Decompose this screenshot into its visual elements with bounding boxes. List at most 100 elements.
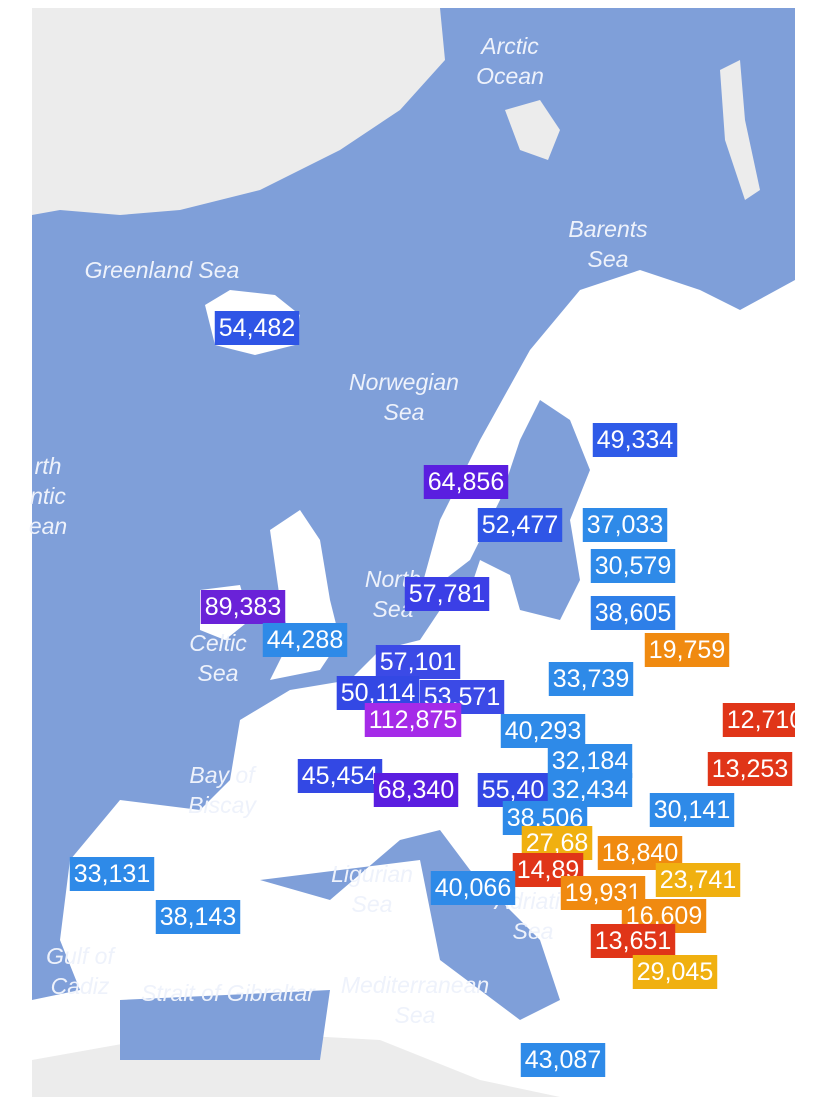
label-text: 38,143 — [160, 903, 236, 931]
value-label: 37,033 — [582, 508, 668, 542]
label-text: 89,383 — [205, 593, 281, 621]
value-label: 52,477 — [477, 508, 563, 542]
label-text: 38,605 — [595, 599, 671, 627]
mediterranean — [260, 830, 560, 1020]
value-label: 57,101 — [375, 645, 461, 679]
sea-label: Greenland Sea — [85, 257, 240, 283]
value-label: 19,759 — [644, 633, 730, 667]
label-box — [590, 924, 676, 958]
value-label: 30,141 — [649, 793, 735, 827]
sea-label: ntic — [30, 483, 66, 509]
western-med — [120, 990, 330, 1060]
sea-label: ean — [29, 513, 67, 539]
label-box — [423, 465, 509, 499]
label-text: 32,434 — [552, 776, 629, 804]
label-box — [262, 623, 348, 657]
label-text: 50,114 — [341, 679, 416, 707]
label-text: 32,184 — [552, 747, 629, 775]
label-text: 49,334 — [597, 426, 674, 454]
label-box — [69, 857, 155, 891]
sea-label: Strait of Gibraltar — [141, 980, 316, 1006]
label-text: 43,087 — [525, 1046, 601, 1074]
label-box — [364, 703, 462, 737]
sea-label: Celtic — [189, 630, 247, 656]
value-label: 38,605 — [590, 596, 676, 630]
label-text: 44,288 — [267, 626, 343, 654]
value-label: 23,741 — [655, 863, 741, 897]
label-text: 40,293 — [505, 717, 581, 745]
sea-label: Ocean — [476, 63, 544, 89]
label-box — [707, 752, 793, 786]
sea-label: Gulf of — [46, 943, 116, 969]
value-labels: 54,482 49,334 64,856 52,477 37,033 30,579 57,7… — [69, 311, 803, 1077]
label-box — [649, 793, 735, 827]
label-box — [214, 311, 300, 345]
map-area — [32, 8, 795, 1097]
value-label: 68,340 — [373, 773, 459, 807]
sea-label: Sea — [395, 1002, 436, 1028]
value-label: 13,651 — [590, 924, 676, 958]
sea-label: Sea — [198, 660, 239, 686]
label-text: 33,739 — [553, 665, 629, 693]
label-box — [373, 773, 459, 807]
label-text: 29,045 — [637, 958, 713, 986]
label-box — [547, 744, 633, 778]
label-text: 30,579 — [595, 552, 671, 580]
value-label: 30,579 — [590, 549, 676, 583]
value-label: 38,143 — [155, 900, 241, 934]
label-box — [582, 508, 668, 542]
svalbard — [505, 100, 560, 160]
value-label: 112,875 — [364, 703, 462, 737]
sea-label: Norwegian — [349, 369, 459, 395]
sea-label: Barents — [568, 216, 648, 242]
sea-label: rth — [35, 453, 62, 479]
sea-labels: Arctic Ocean Barents Sea Greenland Sea Norweg… — [29, 33, 648, 1028]
label-text: 54,482 — [219, 314, 295, 342]
value-label: 54,482 — [214, 311, 300, 345]
greenland — [32, 8, 445, 215]
label-text: 57,781 — [409, 580, 485, 608]
value-label: 43,087 — [520, 1043, 606, 1077]
label-text: 23,741 — [660, 866, 736, 894]
label-box — [375, 645, 461, 679]
label-box — [590, 596, 676, 630]
label-text: 13,651 — [595, 927, 671, 955]
label-box — [592, 423, 678, 457]
value-label: 64,856 — [423, 465, 509, 499]
label-text: 55,40 — [482, 776, 545, 804]
label-box — [155, 900, 241, 934]
value-label: 57,781 — [404, 577, 490, 611]
value-label: 50,114 — [336, 676, 420, 710]
sea-label: Sea — [352, 891, 393, 917]
label-text: 30,141 — [654, 796, 730, 824]
value-label: 33,131 — [69, 857, 155, 891]
label-text: 40,066 — [435, 874, 511, 902]
sea-label: Sea — [513, 918, 554, 944]
label-text: 68,340 — [378, 776, 454, 804]
label-box — [655, 863, 741, 897]
label-text: 37,033 — [587, 511, 663, 539]
label-box — [590, 549, 676, 583]
label-text: 45,454 — [302, 762, 379, 790]
value-label: 29,045 — [632, 955, 718, 989]
value-label: 89,383 — [200, 590, 286, 624]
label-box — [632, 955, 718, 989]
value-label: 40,066 — [430, 871, 516, 905]
label-box — [430, 871, 516, 905]
sea-label: Sea — [384, 399, 425, 425]
novaya-zemlya — [720, 60, 760, 200]
sea-label: Sea — [588, 246, 629, 272]
label-box — [500, 714, 586, 748]
label-text: 13,253 — [712, 755, 788, 783]
value-label: 40,293 — [500, 714, 586, 748]
value-label: 44,288 — [262, 623, 348, 657]
label-text: 27,68 — [526, 829, 589, 857]
sea-label: Cadiz — [51, 973, 110, 999]
label-text: 12,710 — [727, 706, 803, 734]
label-box — [520, 1043, 606, 1077]
label-text: 19,759 — [649, 636, 725, 664]
label-box — [722, 703, 795, 737]
label-text: 64,856 — [428, 468, 504, 496]
